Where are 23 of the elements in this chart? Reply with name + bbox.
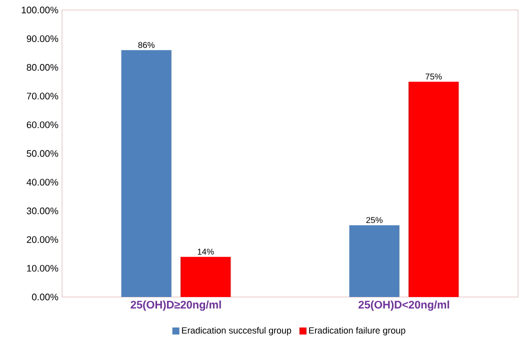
data-label: 25% [366, 217, 383, 224]
data-label: 75% [426, 74, 442, 80]
y-tick-label: 20.00% [26, 236, 58, 243]
y-tick-label: 10.00% [27, 264, 58, 272]
y-tick-label: 80.00% [26, 64, 58, 71]
y-tick-label: 60.00% [26, 121, 58, 128]
data-label: 14% [198, 248, 214, 255]
y-tick-label: 100.00% [22, 6, 58, 14]
data-label: 86% [138, 42, 155, 48]
y-tick-label: 50.00% [26, 150, 58, 157]
y-tick-label: 40.00% [26, 178, 58, 186]
legend-label: Eradication failure group [309, 327, 406, 336]
y-tick-label: 70.00% [26, 92, 58, 100]
legend-label: Eradication succesful group [182, 327, 292, 336]
bar [180, 256, 231, 297]
y-tick-label: 0.00% [32, 294, 58, 300]
bar [349, 225, 400, 297]
x-tick-label: 25(OH)D≥20ng/ml [130, 300, 221, 311]
y-tick-label: 30.00% [26, 208, 58, 214]
y-tick-label: 90.00% [26, 35, 58, 42]
bar [408, 82, 459, 297]
bar [121, 50, 172, 297]
x-tick-label: 25(OH)D<20ng/ml [358, 300, 450, 311]
